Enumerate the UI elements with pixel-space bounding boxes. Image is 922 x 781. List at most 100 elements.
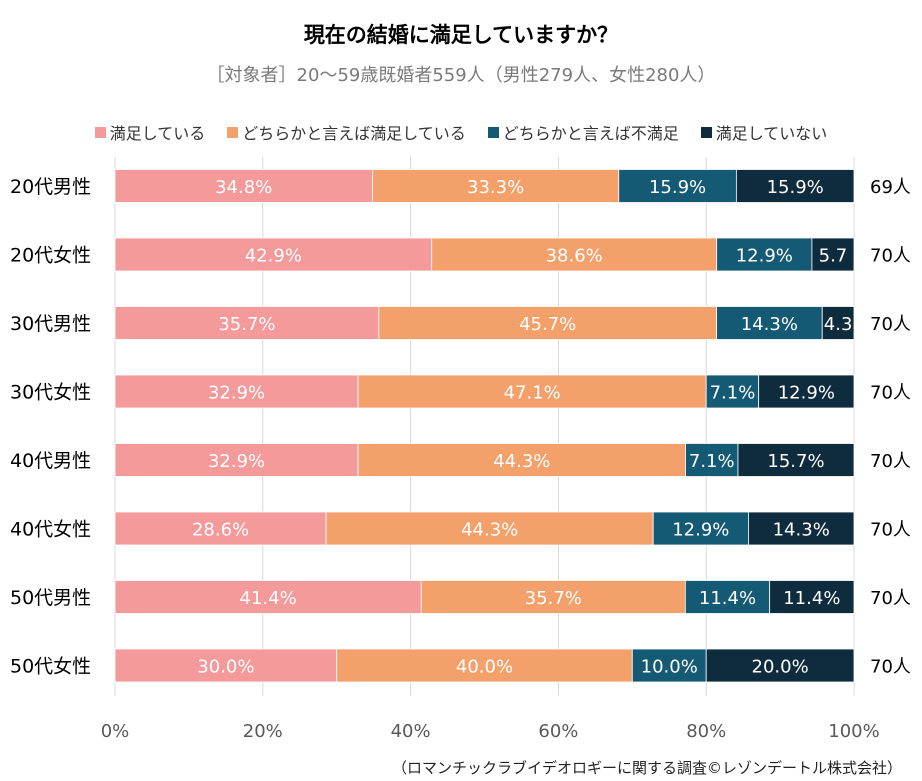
data-label: 44.3% [493, 451, 550, 472]
data-label: 7.1% [710, 383, 756, 404]
data-label: 4.3 [824, 314, 853, 335]
bar-segment [114, 169, 373, 203]
data-label: 15.7% [767, 451, 824, 472]
category-label: 40代女性 [10, 519, 91, 541]
bar-segment [114, 511, 327, 546]
legend: 満足している どちらかと言えば満足している どちらかと言えば不満足 満足していな… [0, 120, 922, 144]
x-tick-label: 20% [243, 721, 283, 742]
bar-segment [631, 648, 707, 683]
x-tick-label: 40% [391, 721, 431, 742]
data-label: 14.3% [773, 520, 830, 541]
data-label: 44.3% [461, 520, 518, 541]
count-label: 70人 [870, 314, 911, 335]
bar-segment [684, 580, 771, 614]
data-label: 35.7% [218, 314, 275, 335]
bar-segment [114, 306, 380, 340]
bar-segment [325, 511, 654, 546]
bar-segment [748, 511, 855, 546]
bar-segment [685, 443, 739, 477]
bar-segment [769, 580, 855, 614]
count-label: 70人 [870, 588, 911, 609]
data-label: 45.7% [519, 314, 576, 335]
bar-segment [737, 443, 855, 477]
category-label: 30代女性 [10, 382, 91, 404]
data-label: 32.9% [208, 383, 265, 404]
category-label: 30代男性 [10, 313, 91, 335]
legend-item-somewhat-satisfied: どちらかと言えば満足している [227, 120, 466, 144]
count-label: 70人 [870, 657, 911, 678]
data-label: 40.0% [456, 657, 513, 678]
bar-segment [811, 237, 855, 272]
bar-segment [357, 443, 686, 477]
data-label: 14.3% [741, 314, 798, 335]
bar-segment [420, 580, 686, 614]
data-label: 11.4% [783, 588, 840, 609]
chart-subtitle: ［対象者］20～59歳既婚者559人（男性279人、女性280人） [206, 65, 716, 86]
x-tick-label: 0% [101, 721, 130, 742]
data-label: 33.3% [467, 177, 524, 198]
data-label: 20.0% [752, 657, 809, 678]
bar-segment [378, 306, 717, 340]
category-label: 40代男性 [10, 450, 91, 472]
bar-segment [735, 169, 855, 203]
chart-title: 現在の結婚に満足していますか？ [303, 23, 619, 47]
legend-swatch-somewhat-satisfied [227, 126, 239, 138]
category-label: 20代女性 [10, 245, 91, 267]
data-label: 32.9% [208, 451, 265, 472]
count-label: 69人 [870, 177, 911, 198]
bar-segment [821, 306, 855, 340]
category-label: 20代男性 [10, 176, 91, 198]
bar-segment [372, 169, 620, 203]
data-label: 10.0% [641, 657, 698, 678]
bar-segment [652, 511, 749, 546]
bar-segment [114, 374, 359, 409]
data-label: 34.8% [215, 177, 272, 198]
count-label: 70人 [870, 520, 911, 541]
count-label: 70人 [870, 451, 911, 472]
category-label: 50代女性 [10, 656, 91, 678]
data-label: 41.4% [240, 588, 297, 609]
count-label: 70人 [870, 383, 911, 404]
legend-label-satisfied: 満足している [109, 124, 206, 143]
x-tick-label: 60% [538, 721, 578, 742]
count-label: 70人 [870, 246, 911, 267]
x-tick-label: 80% [686, 721, 726, 742]
bar-segment [431, 237, 718, 272]
bar-segment [114, 237, 433, 272]
data-label: 15.9% [767, 177, 824, 198]
bar-segment [357, 374, 707, 409]
legend-label-not-satisfied: 満足していない [715, 124, 828, 143]
bar-segment [716, 237, 813, 272]
data-label: 15.9% [649, 177, 706, 198]
legend-item-satisfied: 満足している [94, 120, 206, 144]
data-label: 7.1% [689, 451, 735, 472]
bar-segment [618, 169, 737, 203]
data-label: 30.0% [197, 657, 254, 678]
legend-swatch-satisfied [94, 126, 106, 138]
legend-label-somewhat-unsatisfied: どちらかと言えば不満足 [502, 124, 679, 143]
bar-segment [114, 580, 422, 614]
data-label: 38.6% [546, 246, 603, 267]
legend-item-somewhat-unsatisfied: どちらかと言えば不満足 [487, 120, 679, 144]
data-label: 47.1% [504, 383, 561, 404]
legend-label-somewhat-satisfied: どちらかと言えば満足している [242, 124, 466, 143]
data-label: 12.9% [778, 383, 835, 404]
legend-item-not-satisfied: 満足していない [700, 120, 828, 144]
data-label: 35.7% [525, 588, 582, 609]
legend-swatch-somewhat-unsatisfied [487, 126, 499, 138]
data-label: 12.9% [736, 246, 793, 267]
bar-segment [758, 374, 855, 409]
data-label: 11.4% [699, 588, 756, 609]
bar-segment [716, 306, 823, 340]
data-label: 42.9% [245, 246, 302, 267]
category-label: 50代男性 [10, 587, 91, 609]
data-label: 12.9% [672, 520, 729, 541]
source-note: （ロマンチックラブイデオロギーに関する調査©レゾンデートル株式会社） [391, 759, 902, 777]
bar-segment [705, 374, 760, 409]
data-label: 28.6% [192, 520, 249, 541]
legend-swatch-not-satisfied [700, 126, 712, 138]
bar-segment [705, 648, 855, 683]
data-label: 5.7 [819, 246, 848, 267]
x-tick-label: 100% [828, 721, 879, 742]
